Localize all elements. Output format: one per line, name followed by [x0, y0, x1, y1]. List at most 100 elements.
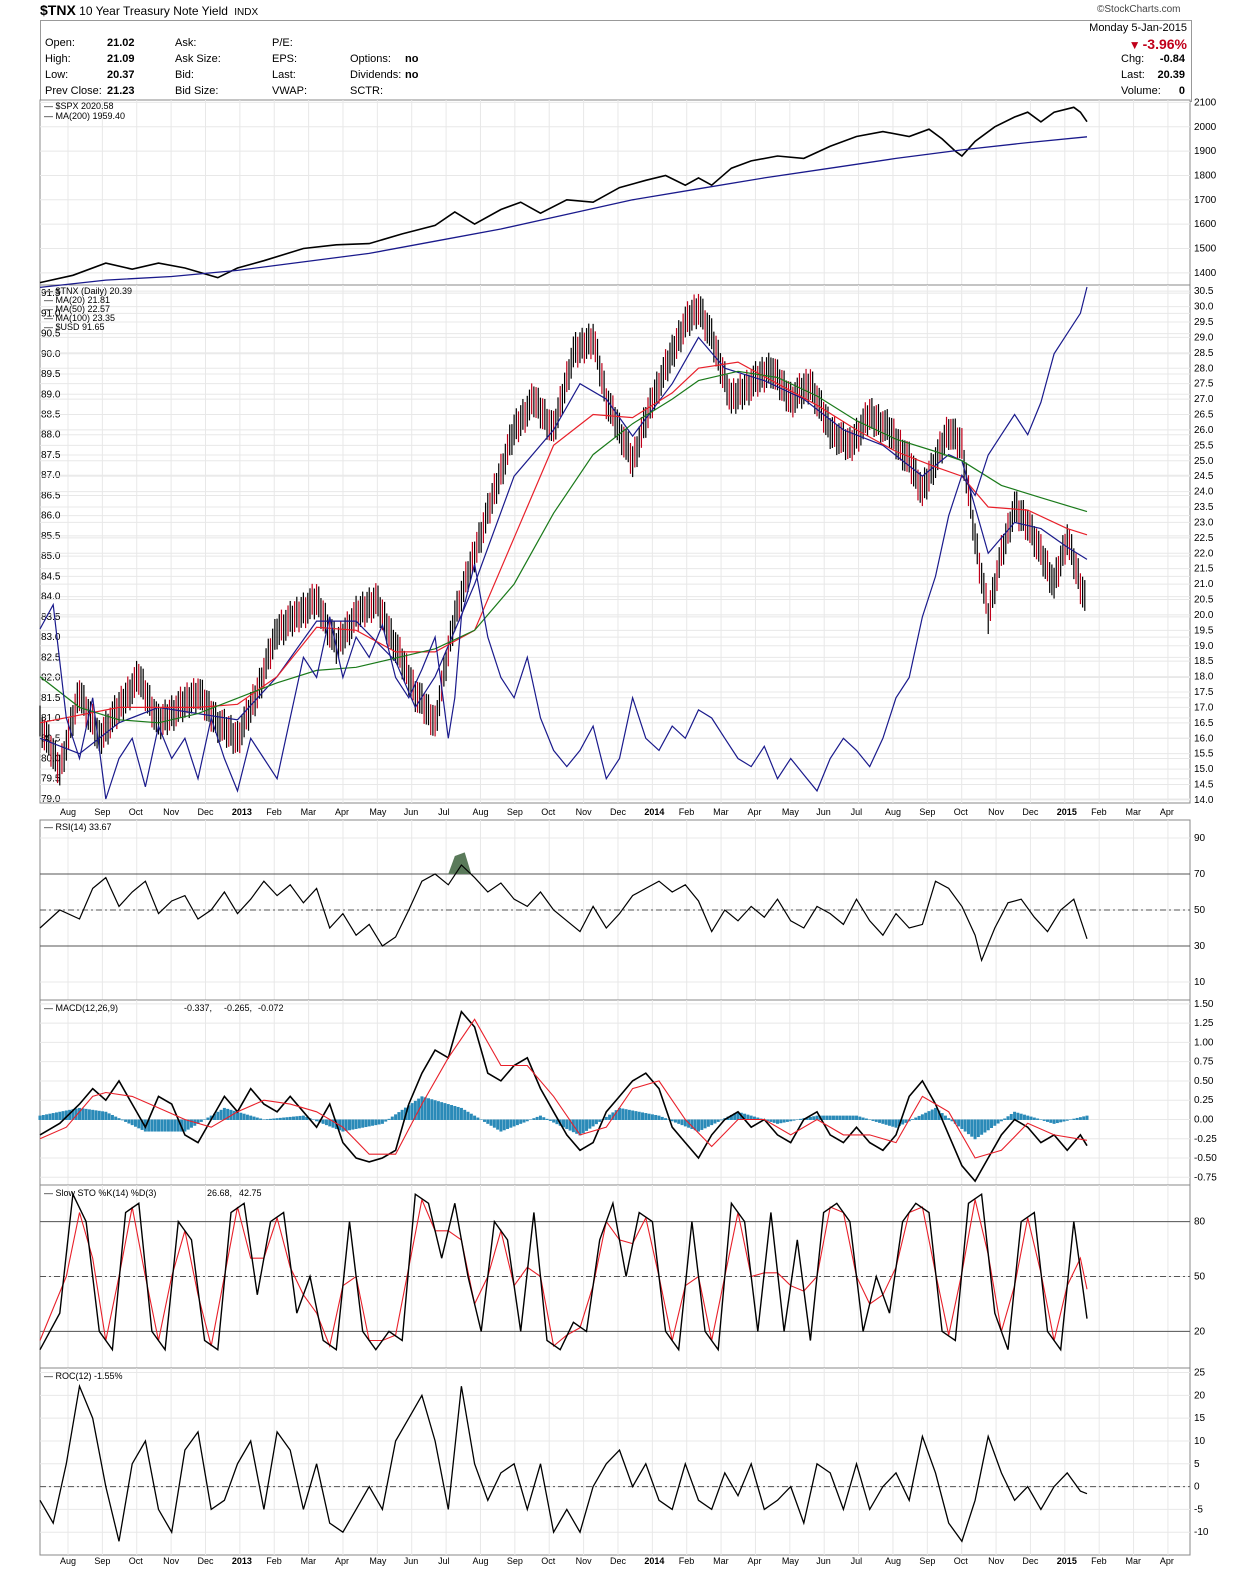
- macd-hist-bar: [252, 1116, 256, 1120]
- last-label: Last:: [272, 69, 296, 81]
- y-tick-roc-3: 5: [1194, 1459, 1200, 1470]
- macd-hist-bar: [871, 1119, 875, 1121]
- macd-hist-bar: [466, 1111, 470, 1120]
- y-tick-tnx-right-9: 18.5: [1194, 656, 1214, 667]
- panel-frame-spx: [39, 99, 1191, 286]
- macd-hist-bar: [1032, 1117, 1036, 1120]
- macd-hist-bar: [117, 1118, 121, 1120]
- x-tick-label-0-20: Apr: [747, 807, 761, 817]
- macd-hist-bar: [328, 1119, 332, 1127]
- y-tick-tnx-left-11: 84.5: [41, 571, 61, 582]
- macd-hist-bar: [163, 1119, 167, 1132]
- y-tick-tnx-right-14: 21.0: [1194, 579, 1214, 590]
- macd-hist-bar: [756, 1117, 760, 1120]
- y-tick-rsi-3: 70: [1194, 869, 1206, 880]
- macd-hist-bar: [983, 1119, 987, 1133]
- volume-label: Volume:: [1121, 85, 1161, 97]
- y-tick-tnx-left-4: 81.0: [41, 713, 61, 724]
- macd-hist-bar: [624, 1109, 628, 1120]
- quote-panel: Open: 21.02 High: 21.09 Low: 20.37 Prev …: [40, 20, 1192, 102]
- macd-hist-bar: [482, 1119, 486, 1122]
- y-tick-macd-4: 0.25: [1194, 1095, 1214, 1106]
- macd-hist-bar: [720, 1119, 724, 1121]
- series-sto-1: [39, 1191, 1088, 1352]
- eps-label: EPS:: [272, 53, 298, 65]
- macd-hist-bar: [845, 1115, 849, 1120]
- macd-hist-bar: [410, 1103, 414, 1120]
- x-tick-label-0-32: Apr: [1160, 807, 1174, 817]
- y-tick-macd-7: 1.00: [1194, 1037, 1214, 1048]
- macd-hist-bar: [1065, 1119, 1069, 1121]
- open-label: Open:: [45, 37, 75, 49]
- x-tick-label-0-3: Nov: [163, 807, 180, 817]
- x-tick-label-0-22: Jun: [816, 807, 831, 817]
- macd-hist-bar: [509, 1119, 513, 1128]
- macd-hist-bar: [703, 1119, 707, 1129]
- macd-hist-bar: [147, 1119, 151, 1132]
- macd-hist-bar: [729, 1114, 733, 1120]
- macd-hist-bar: [459, 1107, 463, 1120]
- low-value: 20.37: [107, 69, 135, 81]
- security-name: 10 Year Treasury Note Yield: [79, 4, 228, 18]
- macd-hist-bar: [361, 1119, 365, 1128]
- macd-hist-bar: [545, 1118, 549, 1120]
- macd-hist-bar: [522, 1119, 526, 1123]
- macd-hist-bar: [930, 1109, 934, 1120]
- macd-hist-bar: [957, 1119, 961, 1127]
- macd-hist-bar: [216, 1111, 220, 1120]
- macd-hist-bar: [535, 1116, 539, 1120]
- macd-hist-bar: [805, 1117, 809, 1120]
- y-tick-macd-2: -0.25: [1194, 1134, 1217, 1145]
- macd-hist-bar: [634, 1111, 638, 1120]
- macd-hist-bar: [430, 1099, 434, 1120]
- x-tick-label-1-3: Nov: [163, 1556, 180, 1566]
- y-tick-tnx-right-24: 26.0: [1194, 425, 1214, 436]
- macd-hist-bar: [137, 1119, 141, 1129]
- macd-hist-bar: [400, 1109, 404, 1120]
- y-tick-tnx-right-20: 24.0: [1194, 487, 1214, 498]
- legend-macd-2: -0.265,: [224, 1003, 252, 1013]
- macd-hist-bar: [473, 1115, 477, 1120]
- y-tick-spx-1: 1500: [1194, 243, 1217, 254]
- macd-hist-bar: [657, 1115, 661, 1120]
- y-tick-tnx-left-25: 91.5: [41, 288, 61, 299]
- x-tick-label-0-25: Sep: [919, 807, 935, 817]
- pct-change-value: -3.96%: [1142, 36, 1187, 52]
- macd-hist-bar: [311, 1119, 315, 1120]
- macd-hist-bar: [45, 1114, 49, 1120]
- y-tick-roc-6: 20: [1194, 1390, 1206, 1401]
- macd-hist-bar: [1085, 1115, 1089, 1120]
- x-tick-label-0-23: Jul: [851, 807, 863, 817]
- y-tick-roc-7: 25: [1194, 1368, 1206, 1379]
- macd-hist-bar: [456, 1106, 460, 1120]
- x-tick-label-0-16: Dec: [610, 807, 627, 817]
- macd-hist-bar: [1055, 1119, 1059, 1124]
- macd-hist-bar: [776, 1119, 780, 1124]
- macd-hist-bar: [344, 1119, 348, 1131]
- macd-hist-bar: [110, 1114, 114, 1120]
- y-tick-tnx-right-1: 14.5: [1194, 780, 1214, 791]
- macd-hist-bar: [608, 1114, 612, 1120]
- macd-hist-bar: [413, 1100, 417, 1120]
- macd-hist-bar: [506, 1119, 510, 1129]
- macd-hist-bar: [749, 1115, 753, 1120]
- macd-hist-bar: [288, 1116, 292, 1120]
- macd-hist-bar: [746, 1114, 750, 1120]
- macd-hist-bar: [469, 1113, 473, 1120]
- macd-hist-bar: [367, 1119, 371, 1127]
- macd-hist-bar: [953, 1119, 957, 1124]
- macd-hist-bar: [486, 1119, 490, 1124]
- y-tick-macd-0: -0.75: [1194, 1172, 1217, 1183]
- macd-hist-bar: [209, 1115, 213, 1120]
- y-tick-tnx-left-9: 83.5: [41, 612, 61, 623]
- macd-hist-bar: [980, 1119, 984, 1135]
- y-tick-tnx-left-7: 82.5: [41, 652, 61, 663]
- x-tick-label-1-20: Apr: [747, 1556, 761, 1566]
- macd-hist-bar: [1078, 1117, 1082, 1120]
- panel-frame-macd: [39, 999, 1191, 1186]
- dividends-label: Dividends:: [350, 69, 402, 81]
- macd-hist-bar: [380, 1119, 384, 1124]
- macd-hist-bar: [384, 1119, 388, 1122]
- y-tick-tnx-right-0: 14.0: [1194, 795, 1214, 806]
- x-tick-label-0-26: Oct: [954, 807, 969, 817]
